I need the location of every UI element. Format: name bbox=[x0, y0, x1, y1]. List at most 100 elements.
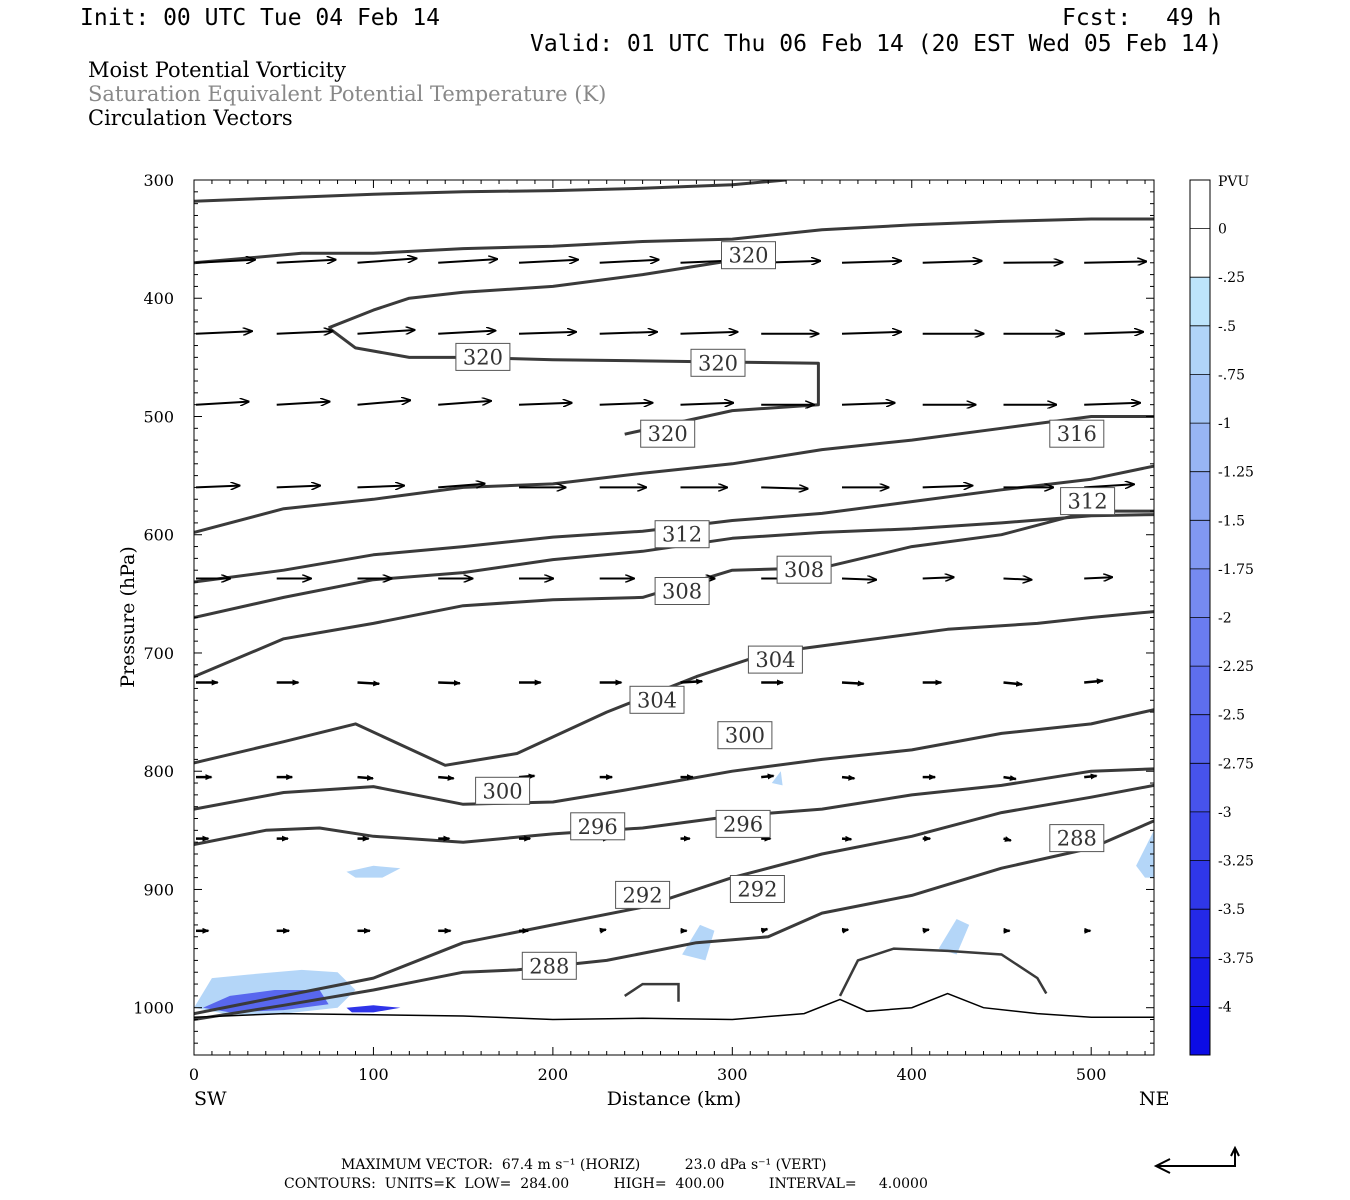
circulation-vector bbox=[680, 678, 704, 685]
theta-contour-320-3 bbox=[327, 326, 820, 436]
contour-label-18: 288 bbox=[529, 954, 569, 978]
colorbar-label: 0 bbox=[1218, 222, 1227, 238]
circulation-vector bbox=[841, 261, 901, 263]
circulation-vector bbox=[841, 579, 876, 580]
colorbar-bin bbox=[1190, 520, 1210, 570]
circulation-vector bbox=[841, 927, 850, 934]
x-right-end-label: NE bbox=[1139, 1088, 1170, 1110]
circulation-vector bbox=[276, 260, 336, 263]
circulation-vector bbox=[1003, 262, 1063, 263]
theta-contour-300-9 bbox=[194, 708, 1154, 811]
circulation-vector bbox=[438, 401, 491, 406]
contour-label-7: 308 bbox=[784, 558, 824, 582]
x-tick-label: 200 bbox=[538, 1065, 569, 1084]
contour-label-box bbox=[521, 951, 577, 980]
y-tick-label: 500 bbox=[143, 407, 174, 426]
colorbar-bin bbox=[1190, 957, 1210, 1007]
contour-label-box bbox=[629, 685, 685, 714]
title-pv: Moist Potential Vorticity bbox=[88, 58, 346, 82]
circulation-vector bbox=[438, 259, 497, 264]
circulation-vector bbox=[761, 487, 808, 488]
circulation-vector bbox=[1084, 262, 1146, 263]
circulation-vector bbox=[438, 680, 461, 687]
contour-label-8: 308 bbox=[662, 580, 702, 604]
contour-label-3: 320 bbox=[648, 422, 688, 446]
colorbar-label: -2.5 bbox=[1218, 708, 1245, 724]
y-tick-label: 700 bbox=[143, 644, 174, 663]
circulation-vector bbox=[1003, 836, 1012, 842]
closed-contour-0 bbox=[838, 947, 1048, 997]
x-tick-label: 100 bbox=[358, 1065, 389, 1084]
circulation-vector bbox=[841, 835, 853, 842]
colorbar-label: -.5 bbox=[1218, 319, 1236, 335]
contour-label-14: 296 bbox=[723, 812, 763, 836]
circulation-vector bbox=[841, 680, 865, 687]
theta-contour-320-1 bbox=[194, 217, 1154, 265]
circulation-vector bbox=[357, 680, 381, 687]
colorbar-label: -3.75 bbox=[1218, 951, 1254, 967]
circulation-vector bbox=[276, 402, 330, 405]
circulation-vector bbox=[922, 577, 954, 578]
title-theta: Saturation Equivalent Potential Temperat… bbox=[88, 82, 607, 106]
circulation-vector bbox=[599, 260, 659, 263]
contour-label-layer: 320 320 320 320 316 312 312 308 308 304 304 300 300 2… bbox=[455, 241, 1116, 980]
colorbar-bin bbox=[1190, 909, 1210, 959]
contour-label-box bbox=[654, 520, 710, 549]
theta-contour-292-11 bbox=[194, 783, 1154, 1016]
contour-label-box bbox=[640, 419, 696, 448]
circulation-vector bbox=[357, 330, 415, 335]
circulation-vector bbox=[841, 332, 901, 334]
circulation-vector bbox=[195, 402, 249, 405]
circulation-vector bbox=[357, 774, 374, 781]
colorbar-bin bbox=[1190, 617, 1210, 667]
pv-shading-layer bbox=[194, 771, 1154, 1015]
contour-label-box bbox=[715, 809, 771, 838]
circulation-vector bbox=[195, 260, 255, 263]
forecast-label: Fcst: bbox=[1062, 5, 1132, 31]
theta-contour-288-12 bbox=[194, 819, 1154, 1021]
colorbar-bin bbox=[1190, 714, 1210, 764]
contour-label-2: 320 bbox=[698, 351, 738, 375]
y-axis-title: Pressure (hPa) bbox=[117, 546, 139, 688]
theta-contour-320-2 bbox=[328, 249, 769, 330]
closed-contour-1 bbox=[624, 982, 680, 1002]
contour-label-6: 312 bbox=[662, 523, 702, 547]
colorbar-unit: PVU bbox=[1218, 174, 1250, 190]
surface-line bbox=[194, 992, 1154, 1021]
reference-vector-icon bbox=[1153, 1145, 1240, 1174]
contour-label-box bbox=[455, 342, 511, 371]
colorbar-label: -1.75 bbox=[1218, 562, 1254, 578]
pv-area-7 bbox=[771, 771, 783, 786]
title-vectors: Circulation Vectors bbox=[88, 106, 293, 130]
contour-label-box bbox=[1049, 824, 1105, 853]
valid-time: Valid: 01 UTC Thu 06 Feb 14 (20 EST Wed … bbox=[530, 31, 1223, 57]
theta-contour-320-4 bbox=[194, 415, 1154, 534]
colorbar: 0 -.25 -.5 -.75 -1 -1.25 -1.5 -1.75 -2 -2.25 -2.5 -… bbox=[1189, 179, 1254, 1056]
contour-label-box bbox=[776, 555, 832, 584]
circulation-vector bbox=[1084, 678, 1104, 685]
y-tick-label: 600 bbox=[143, 526, 174, 545]
circulation-vector bbox=[1084, 484, 1134, 487]
x-tick-label: 400 bbox=[896, 1065, 927, 1084]
colorbar-bin bbox=[1190, 423, 1210, 472]
pv-area-2 bbox=[346, 1005, 401, 1013]
contour-label-box bbox=[654, 577, 710, 605]
circulation-vector bbox=[922, 261, 982, 263]
contour-label-4: 316 bbox=[1057, 422, 1097, 446]
contour-label-box bbox=[1049, 419, 1105, 448]
x-left-end-label: SW bbox=[194, 1088, 227, 1110]
contour-label-box bbox=[615, 880, 671, 909]
contour-label-15: 292 bbox=[737, 878, 777, 902]
pv-area-5 bbox=[938, 919, 970, 955]
x-tick-label: 300 bbox=[717, 1065, 748, 1084]
x-tick-label: 0 bbox=[189, 1065, 199, 1084]
y-tick-label: 300 bbox=[143, 171, 174, 190]
plot-frame bbox=[193, 179, 1155, 1056]
circulation-vector bbox=[680, 403, 734, 405]
circulation-vector bbox=[1003, 775, 1017, 782]
colorbar-bin bbox=[1190, 374, 1210, 424]
circulation-vector bbox=[195, 486, 239, 488]
circulation-vector bbox=[276, 486, 320, 488]
theta-contour-layer bbox=[194, 180, 1154, 1021]
circulation-vector bbox=[922, 927, 930, 934]
